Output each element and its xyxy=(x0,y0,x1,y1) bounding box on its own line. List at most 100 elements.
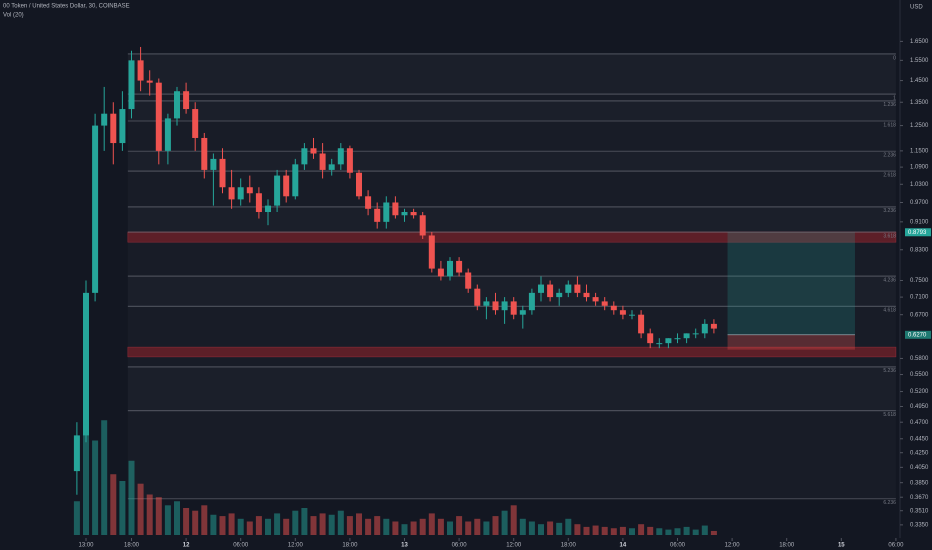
volume-bar xyxy=(101,420,108,535)
fib-label: 1.236 xyxy=(883,102,896,108)
candle-body xyxy=(110,113,117,144)
volume-bar xyxy=(310,516,317,535)
candle-body xyxy=(319,153,326,170)
candle-body xyxy=(328,164,335,170)
y-tick-label: 0.4700 xyxy=(910,420,929,426)
candle-body xyxy=(164,118,171,151)
volume-bar xyxy=(155,497,162,535)
x-tick-label: 18:00 xyxy=(124,543,140,549)
volume-bar xyxy=(437,518,444,535)
volume-bar xyxy=(328,514,335,535)
y-tick-label: 1.4500 xyxy=(910,78,929,84)
volume-bar xyxy=(528,521,535,535)
volume-bar xyxy=(619,526,626,535)
volume-bar xyxy=(92,440,99,535)
candle-body xyxy=(392,202,399,216)
fib-label: 3.618 xyxy=(883,233,896,239)
candle-body xyxy=(119,109,126,144)
volume-bar xyxy=(255,516,262,535)
candle-body xyxy=(510,301,517,315)
volume-bar xyxy=(383,518,390,535)
candle-body xyxy=(201,137,208,170)
candle-body xyxy=(565,284,572,293)
candle-body xyxy=(501,301,508,311)
y-tick-label: 0.6700 xyxy=(910,312,929,318)
fib-label: 4.236 xyxy=(883,277,896,283)
volume-bar xyxy=(674,528,681,535)
volume-bar xyxy=(319,513,326,535)
position-target xyxy=(727,232,855,335)
fib-label: 2.618 xyxy=(883,172,896,178)
fib-band xyxy=(127,100,896,122)
y-tick-label: 0.7100 xyxy=(910,295,929,301)
candle-body xyxy=(246,187,253,194)
fib-label: 4.618 xyxy=(883,308,896,314)
candle-body xyxy=(610,305,617,311)
y-tick-label: 0.3670 xyxy=(910,495,929,501)
candle-body xyxy=(638,314,645,334)
candle-body xyxy=(701,323,708,334)
currency-label: USD xyxy=(910,5,923,11)
x-tick-label: 06:00 xyxy=(670,543,686,549)
volume-bar xyxy=(665,529,672,535)
candle-body xyxy=(574,284,581,293)
y-tick-label: 0.4950 xyxy=(910,404,929,410)
candle-body xyxy=(292,164,299,197)
candle-body xyxy=(337,148,344,165)
y-tick-label: 0.9100 xyxy=(910,219,929,225)
volume-bar xyxy=(173,501,180,535)
y-tick-label: 0.4450 xyxy=(910,436,929,442)
candle-body xyxy=(73,435,80,472)
volume-bar xyxy=(419,518,426,535)
volume-bar xyxy=(128,460,135,535)
y-tick-label: 0.9700 xyxy=(910,200,929,206)
volume-bar xyxy=(374,516,381,535)
volume-bar xyxy=(82,400,89,535)
volume-bar xyxy=(355,513,362,535)
candle-body xyxy=(301,148,308,165)
volume-bar xyxy=(492,516,499,535)
volume-bar xyxy=(456,516,463,535)
volume-bar xyxy=(183,508,190,535)
candle-body xyxy=(665,338,672,344)
candle-body xyxy=(310,148,317,154)
volume-bar xyxy=(710,530,717,535)
candle-body xyxy=(264,205,271,213)
candle-body xyxy=(355,172,362,197)
volume-bar xyxy=(610,528,617,535)
fib-band xyxy=(127,151,896,172)
y-tick-label: 0.3850 xyxy=(910,480,929,486)
candle-body xyxy=(365,196,372,209)
y-tick-label: 1.0900 xyxy=(910,165,929,171)
y-tick-label: 0.3510 xyxy=(910,508,929,514)
y-tick-label: 0.8300 xyxy=(910,247,929,253)
candle-body xyxy=(692,333,699,335)
candle-body xyxy=(465,272,472,289)
fib-band xyxy=(127,121,896,152)
x-tick-label: 06:00 xyxy=(233,543,249,549)
volume-bar xyxy=(647,526,654,535)
candle-body xyxy=(137,60,144,81)
volume-bar xyxy=(192,510,199,535)
y-tick-label: 1.6500 xyxy=(910,39,929,45)
volume-bar xyxy=(346,516,353,535)
x-tick-label: 06:00 xyxy=(888,543,904,549)
volume-bar xyxy=(592,525,599,535)
y-tick-label: 0.5200 xyxy=(910,389,929,395)
candle-body xyxy=(456,260,463,273)
candle-body xyxy=(210,158,217,170)
target-flag xyxy=(905,228,931,237)
volume-bar xyxy=(119,481,126,535)
candle-body xyxy=(155,82,162,151)
volume-bar xyxy=(701,525,708,535)
fib-band xyxy=(127,171,896,207)
volume-bar xyxy=(410,521,417,535)
candle-body xyxy=(538,284,545,293)
x-tick-label: 12:00 xyxy=(288,543,304,549)
x-tick-label: 18:00 xyxy=(561,543,577,549)
volume-bar xyxy=(392,521,399,535)
candle-body xyxy=(401,212,408,216)
candle-body xyxy=(374,208,381,222)
fib-label: 2.236 xyxy=(883,152,896,158)
